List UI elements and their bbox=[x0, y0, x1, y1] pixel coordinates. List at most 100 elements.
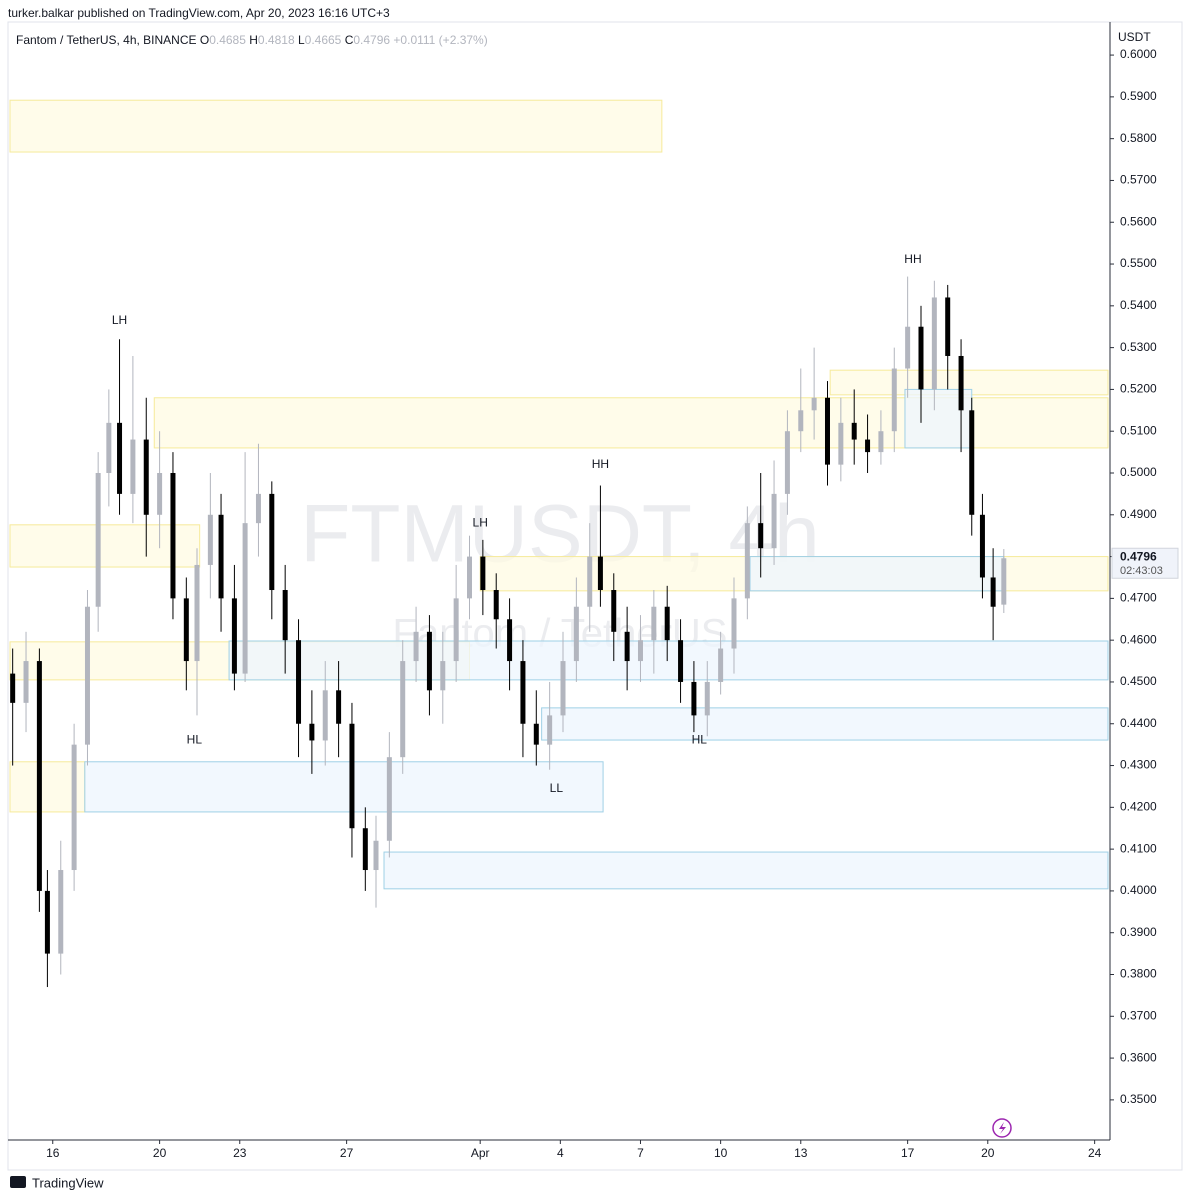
y-tick-label: 0.4900 bbox=[1120, 507, 1157, 521]
zone bbox=[9, 524, 201, 568]
y-tick-label: 0.5900 bbox=[1120, 89, 1157, 103]
candle-body bbox=[520, 661, 526, 724]
alert-icon[interactable] bbox=[992, 1118, 1012, 1138]
candle-body bbox=[23, 661, 29, 703]
y-tick-label: 0.4100 bbox=[1120, 841, 1157, 855]
y-tick-label: 0.5500 bbox=[1120, 256, 1157, 270]
header: turker.balkar published on TradingView.c… bbox=[8, 6, 390, 20]
candle-body bbox=[611, 590, 617, 632]
candle-body bbox=[758, 523, 764, 549]
zone bbox=[541, 707, 1109, 741]
candle-body bbox=[824, 397, 830, 465]
candle-body bbox=[878, 431, 884, 453]
candle-body bbox=[811, 397, 817, 411]
candle-body bbox=[373, 840, 379, 871]
candle-body bbox=[322, 690, 328, 741]
candle-body bbox=[231, 598, 237, 674]
x-tick-label: 10 bbox=[714, 1146, 728, 1160]
annotation: HL bbox=[187, 733, 203, 747]
frame bbox=[7, 21, 1183, 1171]
candle-body bbox=[624, 631, 630, 662]
candle-body bbox=[851, 422, 857, 440]
ohlc-label: L bbox=[298, 33, 305, 47]
y-tick-label: 0.5000 bbox=[1120, 465, 1157, 479]
candle-body bbox=[157, 472, 163, 515]
brand-logo bbox=[10, 1176, 26, 1188]
candle-body bbox=[798, 410, 804, 432]
x-tick-label: 20 bbox=[981, 1146, 995, 1160]
candle-body bbox=[718, 648, 724, 682]
y-tick-label: 0.4700 bbox=[1120, 591, 1157, 605]
candle-body bbox=[183, 598, 189, 662]
candle-body bbox=[931, 297, 937, 390]
candle-body bbox=[58, 870, 64, 954]
candle-body bbox=[958, 355, 964, 411]
y-tick-label: 0.3800 bbox=[1120, 967, 1157, 981]
candle-body bbox=[296, 640, 302, 724]
candle-body bbox=[309, 723, 315, 741]
candle-body bbox=[143, 439, 149, 515]
x-tick-label: Apr bbox=[471, 1146, 490, 1160]
candle-body bbox=[664, 606, 670, 641]
candle-body bbox=[480, 556, 486, 591]
y-tick-label: 0.5100 bbox=[1120, 423, 1157, 437]
y-tick-label: 0.4200 bbox=[1120, 800, 1157, 814]
zone bbox=[84, 761, 604, 813]
candle-body bbox=[440, 661, 446, 691]
y-tick-label: 0.5700 bbox=[1120, 173, 1157, 187]
ohlc-value: 0.4796 bbox=[353, 33, 390, 47]
candle-body bbox=[651, 606, 657, 641]
candle-body bbox=[507, 619, 513, 662]
ohlc-label: C bbox=[345, 33, 354, 47]
candle-body bbox=[170, 472, 176, 599]
zone bbox=[9, 99, 663, 153]
candle-body bbox=[547, 715, 553, 745]
candle-body bbox=[117, 422, 123, 494]
candle-body bbox=[945, 297, 951, 356]
legend-text: Fantom / TetherUS, 4h, BINANCE O0.4685 H… bbox=[16, 33, 488, 47]
candle-body bbox=[336, 690, 342, 724]
candle-body bbox=[969, 410, 975, 515]
candle-body bbox=[918, 326, 924, 390]
x-tick-label: 24 bbox=[1088, 1146, 1102, 1160]
x-tick-label: 7 bbox=[637, 1146, 644, 1160]
annotation: LH bbox=[112, 313, 127, 327]
candle-body bbox=[207, 514, 213, 565]
legend-change: +0.0111 (+2.37%) bbox=[393, 33, 487, 47]
countdown: 02:43:03 bbox=[1120, 565, 1163, 577]
zone bbox=[228, 640, 1109, 681]
candle-body bbox=[533, 723, 539, 745]
candle-body bbox=[194, 564, 200, 662]
candle-body bbox=[467, 556, 473, 599]
y-tick-label: 0.4400 bbox=[1120, 716, 1157, 730]
x-tick-label: 17 bbox=[901, 1146, 915, 1160]
legend: Fantom / TetherUS, 4h, BINANCE O0.4685 H… bbox=[16, 33, 488, 47]
last-price: 0.4796 bbox=[1120, 549, 1157, 563]
ohlc-value: 0.4685 bbox=[209, 33, 246, 47]
y-tick-label: 0.5200 bbox=[1120, 382, 1157, 396]
footer-brand: TradingView bbox=[32, 1175, 104, 1190]
y-axis-label: USDT bbox=[1118, 30, 1151, 44]
y-tick-label: 0.5800 bbox=[1120, 131, 1157, 145]
y-tick-label: 0.5600 bbox=[1120, 214, 1157, 228]
x-tick-label: 13 bbox=[794, 1146, 808, 1160]
candle-body bbox=[282, 590, 288, 641]
candle-body bbox=[1001, 558, 1007, 605]
candle-body bbox=[106, 422, 112, 473]
candle-body bbox=[71, 744, 77, 871]
y-tick-label: 0.3600 bbox=[1120, 1050, 1157, 1064]
candle-body bbox=[255, 493, 261, 524]
candle-body bbox=[269, 493, 275, 591]
annotation: HH bbox=[592, 457, 609, 471]
candle-body bbox=[731, 598, 737, 649]
candle-body bbox=[95, 472, 101, 607]
candle-body bbox=[560, 661, 566, 716]
candle-body bbox=[400, 661, 406, 758]
candle-body bbox=[10, 673, 16, 703]
candle-body bbox=[704, 681, 710, 716]
candle-body bbox=[242, 523, 248, 674]
candle-body bbox=[218, 514, 224, 599]
ohlc-value: 0.4818 bbox=[258, 33, 295, 47]
